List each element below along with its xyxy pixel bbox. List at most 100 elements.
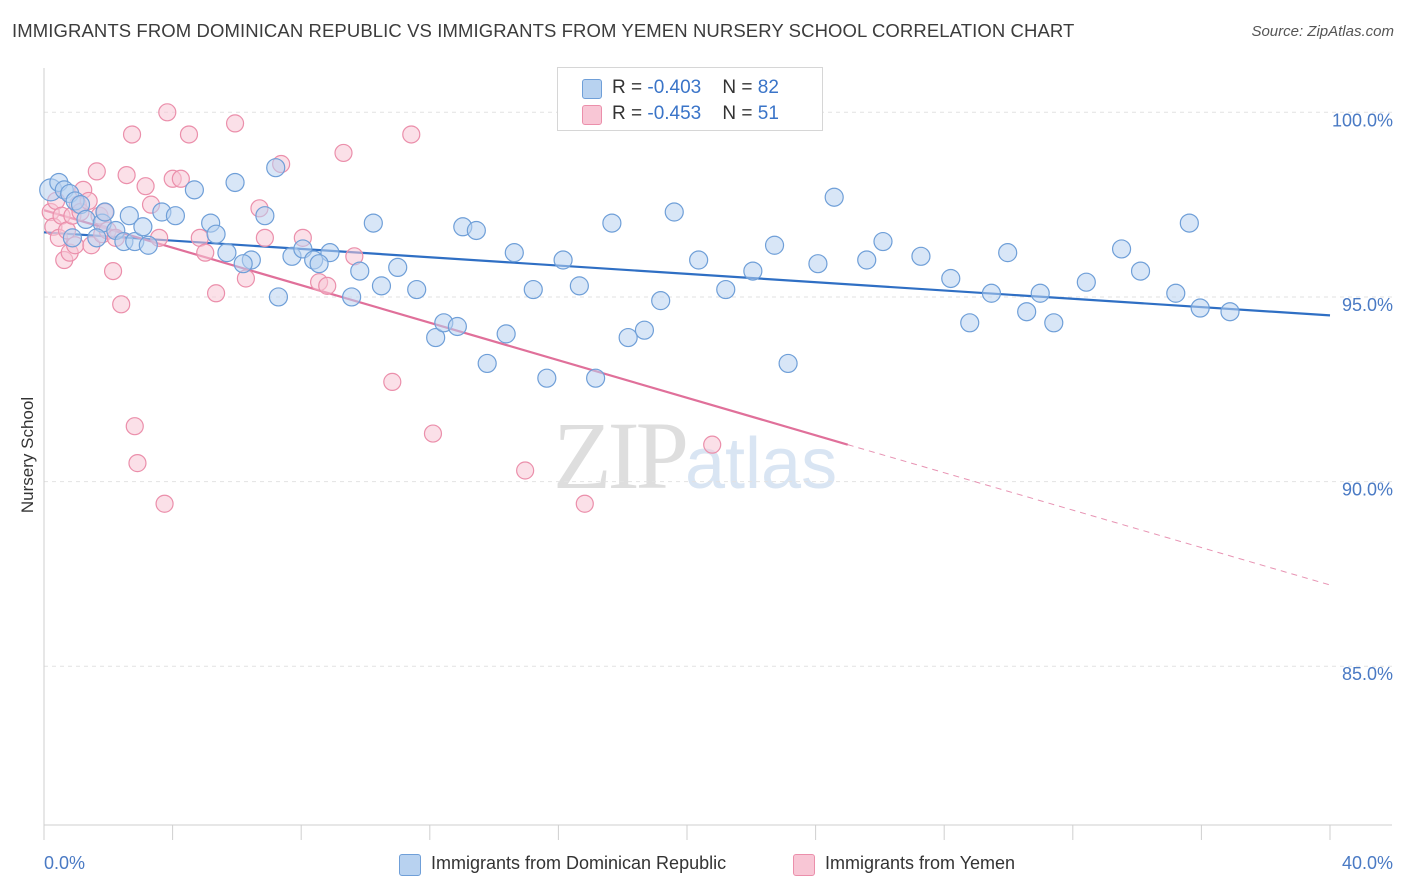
legend-r-label-1: R =: [612, 77, 648, 98]
point-yemen-37: [206, 284, 226, 303]
point-dominican-44: [466, 220, 486, 241]
source-label: Source: ZipAtlas.com: [1251, 23, 1394, 40]
point-dominican-77: [1130, 261, 1151, 281]
points-dominican-republic: [39, 158, 1240, 388]
point-dominican-57: [664, 202, 684, 222]
axes: [43, 68, 1392, 840]
trend-line-dominican: [43, 231, 1331, 317]
point-dominican-61: [764, 235, 785, 255]
legend-n-label-2: N =: [722, 103, 758, 124]
point-dominican-53: [602, 213, 622, 233]
point-dominican-27: [266, 158, 286, 178]
point-dominican-15: [133, 217, 153, 237]
point-dominican-21: [206, 224, 226, 244]
point-dominican-50: [553, 250, 573, 270]
grid-lines: [44, 111, 1392, 667]
bottom-legend-swatch-pink: [793, 854, 815, 876]
point-dominican-66: [873, 231, 893, 252]
trend-line-yemen-extension: [847, 444, 1331, 586]
point-dominican-75: [1076, 272, 1096, 292]
point-dominican-56: [651, 291, 671, 311]
point-yemen-33: [171, 169, 190, 188]
point-dominican-81: [1220, 302, 1240, 322]
point-dominican-35: [350, 261, 370, 281]
legend-swatch-blue: [582, 79, 602, 99]
point-dominican-67: [911, 246, 931, 266]
point-dominican-38: [388, 257, 408, 278]
point-dominican-40: [426, 327, 446, 348]
point-yemen-50: [423, 424, 443, 443]
point-dominican-16: [138, 235, 158, 255]
point-yemen-25: [125, 417, 144, 436]
point-dominican-63: [808, 254, 828, 274]
point-yemen-46: [334, 143, 353, 163]
point-dominican-48: [523, 279, 543, 300]
point-yemen-52: [575, 494, 594, 513]
point-dominican-18: [165, 206, 186, 226]
point-yemen-34: [179, 125, 199, 144]
point-dominican-6: [76, 209, 96, 229]
point-dominican-52: [586, 368, 606, 388]
point-yemen-36: [196, 243, 215, 262]
watermark-zip: ZIP: [553, 402, 689, 509]
point-yemen-22: [112, 295, 131, 314]
bottom-legend-label-dominican: Immigrants from Dominican Republic: [431, 853, 727, 873]
point-dominican-79: [1179, 213, 1199, 233]
point-yemen-30: [155, 494, 174, 513]
point-dominican-13: [119, 206, 139, 226]
point-yemen-31: [158, 103, 177, 122]
point-dominican-28: [268, 287, 289, 307]
legend-stats-dominican: R = -0.403 N = 82: [612, 77, 779, 99]
point-yemen-20: [103, 261, 123, 281]
point-dominican-78: [1166, 283, 1186, 303]
point-yemen-49: [402, 125, 421, 144]
point-dominican-72: [1017, 302, 1037, 322]
point-dominican-34: [342, 287, 362, 307]
x-tick-label-0: 0.0%: [44, 853, 85, 873]
point-yemen-48: [383, 372, 402, 391]
bottom-legend-label-yemen: Immigrants from Yemen: [825, 853, 1016, 873]
chart-title: IMMIGRANTS FROM DOMINICAN REPUBLIC VS IM…: [12, 20, 1075, 41]
legend-n-value-1: 82: [757, 77, 779, 98]
point-dominican-54: [618, 327, 638, 348]
point-dominican-69: [960, 313, 980, 333]
point-yemen-51: [516, 461, 535, 480]
legend-stats-yemen: R = -0.453 N = 51: [612, 103, 779, 125]
point-dominican-51: [569, 276, 589, 296]
legend-r-label-2: R =: [612, 103, 648, 124]
point-yemen-41: [255, 228, 274, 247]
point-yemen-23: [117, 165, 136, 185]
point-dominican-74: [1044, 313, 1064, 333]
point-yemen-38: [225, 114, 245, 133]
legend-n-label-1: N =: [722, 77, 758, 98]
point-dominican-58: [689, 250, 709, 270]
x-tick-label-1: 40.0%: [1342, 853, 1393, 873]
point-dominican-25: [233, 254, 253, 274]
point-dominican-36: [363, 213, 383, 233]
point-dominican-8: [62, 228, 82, 248]
point-yemen-15: [87, 162, 106, 181]
point-dominican-46: [496, 324, 516, 344]
point-dominican-33: [309, 254, 329, 274]
tick-labels: 100.0% 95.0% 90.0% 85.0% 0.0% 40.0%: [44, 110, 1393, 873]
point-dominican-23: [225, 172, 245, 193]
point-dominican-73: [1030, 283, 1050, 303]
point-dominican-59: [716, 279, 736, 300]
y-tick-label-1: 95.0%: [1342, 295, 1393, 315]
point-yemen-27: [136, 177, 155, 196]
point-dominican-26: [255, 206, 275, 226]
point-dominican-22: [217, 243, 237, 263]
legend-r-value-1: -0.403: [647, 77, 702, 98]
point-dominican-42: [447, 316, 467, 337]
point-dominican-10: [95, 202, 115, 222]
point-dominican-71: [998, 243, 1018, 263]
point-yemen-45: [318, 276, 337, 295]
legend-n-value-2: 51: [757, 103, 779, 124]
y-tick-label-2: 90.0%: [1342, 480, 1393, 500]
correlation-legend: R = -0.403 N = 82 R = -0.453 N = 51: [557, 67, 823, 131]
point-yemen-53: [703, 435, 722, 454]
y-tick-label-3: 85.0%: [1342, 664, 1393, 684]
point-dominican-60: [743, 261, 763, 281]
point-dominican-64: [824, 187, 844, 207]
